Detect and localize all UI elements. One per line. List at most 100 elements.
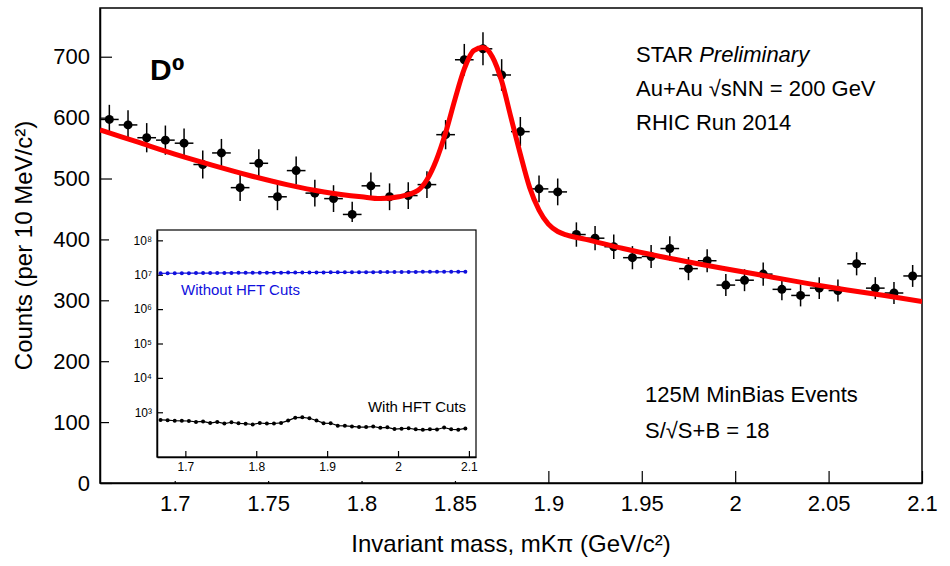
x-tick-mark xyxy=(642,471,643,483)
data-point xyxy=(273,192,282,201)
data-point xyxy=(740,276,749,285)
inset-point xyxy=(336,270,340,274)
inset-point xyxy=(463,270,467,274)
inset-point xyxy=(293,271,297,275)
data-point xyxy=(142,133,151,142)
inset-point xyxy=(329,421,333,425)
inset-point xyxy=(414,270,418,274)
inset-point xyxy=(400,270,404,274)
inset-line xyxy=(161,272,466,274)
inset-point xyxy=(272,421,276,425)
data-point xyxy=(553,187,562,196)
series-label: Without HFT Cuts xyxy=(181,281,300,298)
inset-x-tick-mark xyxy=(398,451,399,457)
inset-point xyxy=(215,271,219,275)
inset-x-tick: 1.9 xyxy=(319,451,336,474)
inset-point xyxy=(166,418,170,422)
data-point xyxy=(105,115,114,124)
data-point xyxy=(721,281,730,290)
y-tick: 500 xyxy=(53,166,112,191)
inset-point xyxy=(407,270,411,274)
data-point xyxy=(852,259,861,268)
y-tick: 400 xyxy=(53,227,112,252)
inset-y-tick-label: 10⁶ xyxy=(134,302,152,316)
inset-point xyxy=(187,271,191,275)
data-point xyxy=(796,291,805,300)
y-tick: 700 xyxy=(53,44,112,69)
inset-point xyxy=(229,420,233,424)
inset-x-axis: 1.7 1.8 1.9 2 2.1 xyxy=(158,451,479,474)
inset-point xyxy=(442,270,446,274)
inset-x-tick: 1.7 xyxy=(178,451,195,474)
y-tick: 200 xyxy=(53,349,112,374)
series-label: With HFT Cuts xyxy=(368,398,466,415)
inset-point xyxy=(237,421,241,425)
data-point xyxy=(684,264,693,273)
inset-point xyxy=(173,271,177,275)
inset-point xyxy=(286,271,290,275)
inset-y-tick-label: 10⁷ xyxy=(134,268,152,282)
inset-point xyxy=(194,271,198,275)
title: D⁰ xyxy=(150,53,185,86)
inset-point xyxy=(244,271,248,275)
inset-point xyxy=(180,271,184,275)
inset-point xyxy=(329,270,333,274)
y-tick-label: 400 xyxy=(53,227,90,252)
inset-x-tick: 1.8 xyxy=(248,451,265,474)
inset-point xyxy=(222,422,226,426)
inset-point xyxy=(265,271,269,275)
y-tick: 600 xyxy=(53,105,112,130)
x-tick-label: 1.8 xyxy=(347,491,378,516)
x-tick: 2.05 xyxy=(808,471,851,516)
inset-y-tick-mark xyxy=(157,378,163,379)
inset-point xyxy=(456,428,460,432)
inset-point xyxy=(159,418,163,422)
inset-y-tick: 10⁴ xyxy=(133,371,163,385)
inset-point xyxy=(307,416,311,420)
inset-point xyxy=(215,420,219,424)
inset-point xyxy=(463,426,467,430)
annotation: Au+Au √sNN = 200 GeV xyxy=(636,76,876,101)
inset-point xyxy=(392,270,396,274)
inset-point xyxy=(201,419,205,423)
inset-point xyxy=(279,421,283,425)
inset-point xyxy=(286,419,290,423)
x-tick-label: 2.05 xyxy=(808,491,851,516)
inset-point xyxy=(322,270,326,274)
inset-y-tick: 10⁷ xyxy=(134,268,163,282)
inset-point xyxy=(350,424,354,428)
x-tick-label: 1.9 xyxy=(534,491,565,516)
inset-point xyxy=(385,425,389,429)
inset-point xyxy=(208,421,212,425)
inset-point xyxy=(194,420,198,424)
data-point xyxy=(348,210,357,219)
x-tick-mark xyxy=(735,471,736,483)
inset-point xyxy=(300,271,304,275)
inset-point xyxy=(392,427,396,431)
inset-x-tick-label: 2.1 xyxy=(461,460,478,474)
data-point xyxy=(180,139,189,148)
plot-frame xyxy=(100,8,922,483)
inset-point xyxy=(343,270,347,274)
y-tick-label: 300 xyxy=(53,288,90,313)
data-point xyxy=(292,166,301,175)
data-point xyxy=(908,271,917,280)
data-point xyxy=(236,183,245,192)
inset-point xyxy=(435,270,439,274)
inset-point xyxy=(428,270,432,274)
inset-point xyxy=(421,270,425,274)
inset-point xyxy=(322,421,326,425)
x-tick-label: 2 xyxy=(730,491,742,516)
inset-y-tick-label: 10⁵ xyxy=(134,337,152,351)
inset-point xyxy=(343,424,347,428)
inset-x-tick-label: 1.9 xyxy=(319,460,336,474)
inset-point xyxy=(442,426,446,430)
y-tick: 100 xyxy=(53,410,112,435)
x-tick: 1.95 xyxy=(621,471,664,516)
inset-point xyxy=(378,426,382,430)
inset-x-tick: 2 xyxy=(395,451,402,474)
inset-line xyxy=(161,417,466,430)
data-point xyxy=(124,120,133,129)
inset-point xyxy=(421,428,425,432)
x-tick-label: 1.7 xyxy=(160,491,191,516)
